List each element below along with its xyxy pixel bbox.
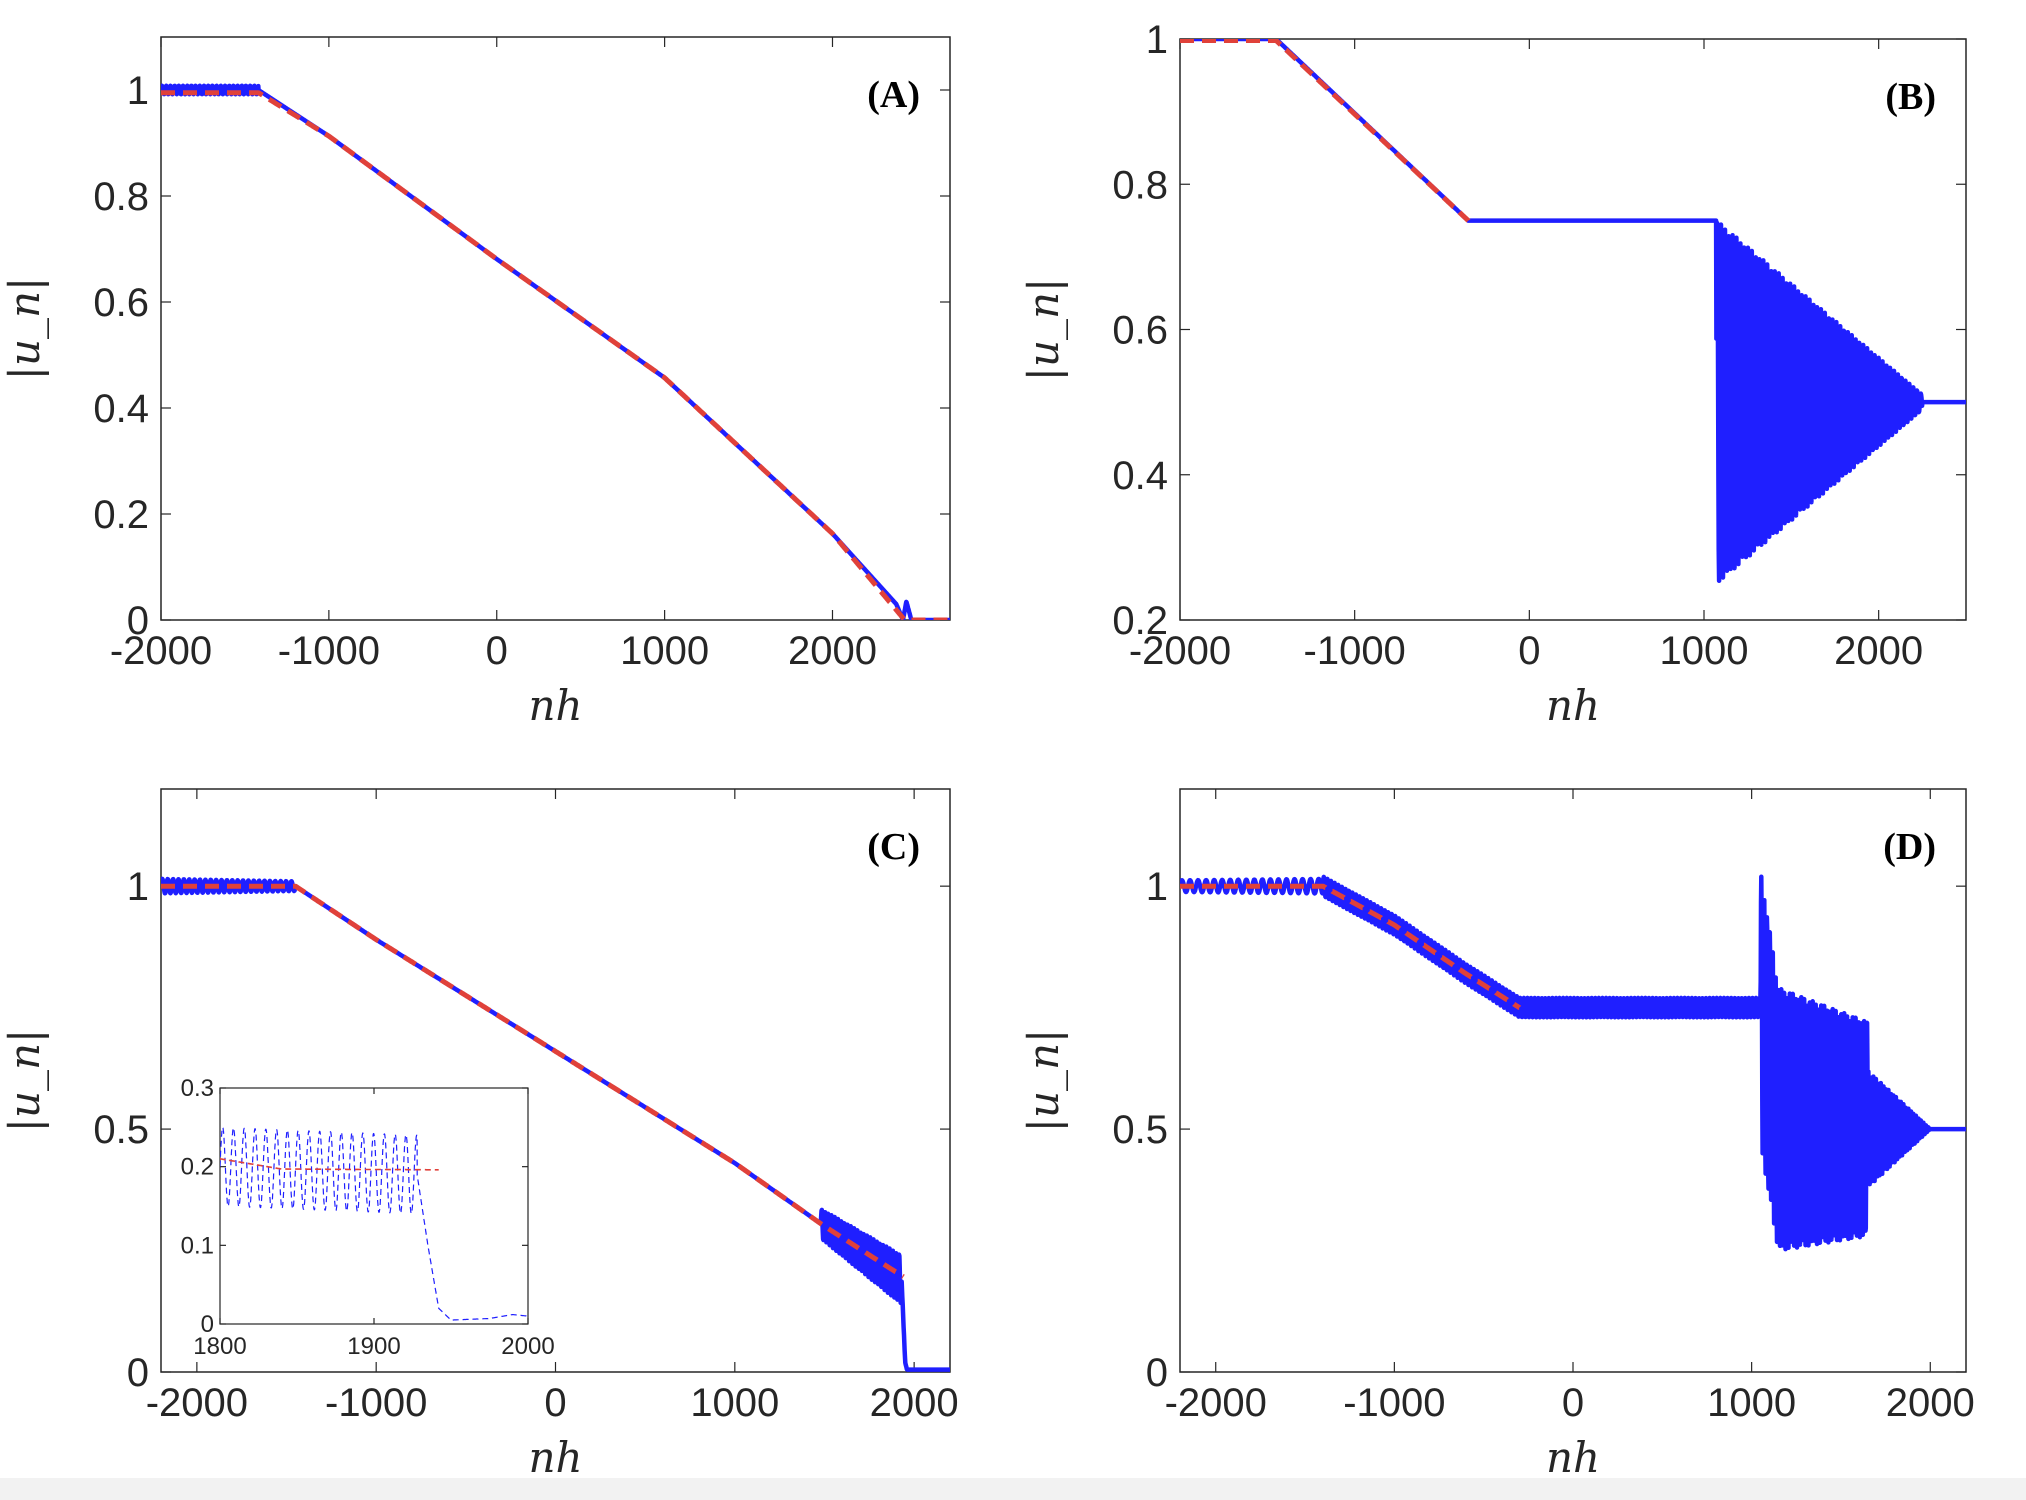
y-axis-label: |u_n| (0, 1029, 49, 1132)
y-tick-label: 0.8 (93, 175, 149, 219)
plot-area (161, 876, 950, 1372)
series-analytical (220, 1158, 440, 1171)
x-tick-label: 2000 (1834, 629, 1923, 673)
axes-box (1179, 38, 1967, 621)
x-tick-label: 2000 (870, 1381, 959, 1425)
x-tick-label: 2000 (1886, 1381, 1975, 1425)
x-tick-label: -1000 (325, 1381, 427, 1425)
y-tick-label: 0.6 (1112, 309, 1168, 353)
x-tick-label: 0 (1562, 1381, 1584, 1425)
x-tick-label: -2000 (1129, 629, 1231, 673)
x-tick-label: 0 (544, 1381, 566, 1425)
x-tick-label: 1000 (1707, 1381, 1796, 1425)
y-tick-label: 0 (201, 1311, 214, 1338)
bottom-strip (0, 1478, 2026, 1500)
x-tick-label: -1000 (1343, 1381, 1445, 1425)
x-axis-label: nh (1546, 681, 1600, 730)
series-analytical (161, 883, 906, 1280)
x-tick-label: 0 (486, 629, 508, 673)
y-tick-label: 0 (127, 599, 149, 643)
x-axis-label: nh (528, 681, 582, 730)
x-tick-label: -2000 (146, 1381, 248, 1425)
y-tick-label: 0.1 (181, 1232, 214, 1259)
plot-area (1180, 39, 1966, 584)
axes-box (219, 1087, 529, 1325)
y-axis-label: |u_n| (1019, 1029, 1068, 1132)
x-tick-label: -1000 (1304, 629, 1406, 673)
series-analytical (1180, 883, 1522, 1010)
plot-area (1180, 874, 1966, 1252)
y-tick-label: 0.2 (181, 1154, 214, 1181)
panel-label: (A) (867, 74, 920, 116)
y-tick-label: 1 (127, 865, 149, 909)
y-tick-label: 0.2 (93, 493, 149, 537)
y-tick-label: 0.5 (1112, 1108, 1168, 1152)
x-tick-label: -2000 (110, 629, 212, 673)
panel-label: (B) (1885, 76, 1936, 118)
plot-area (220, 1126, 528, 1321)
y-tick-label: 0.3 (181, 1075, 214, 1102)
x-tick-label: 1000 (1660, 629, 1749, 673)
x-tick-label: 2000 (501, 1333, 554, 1360)
y-tick-label: 0.6 (93, 281, 149, 325)
x-tick-label: 1000 (620, 629, 709, 673)
panel-label: (D) (1883, 826, 1936, 868)
y-tick-label: 1 (1146, 18, 1168, 62)
y-tick-label: 0 (1146, 1351, 1168, 1395)
y-tick-label: 1 (127, 69, 149, 113)
plot-area (161, 83, 950, 620)
y-tick-label: 0.8 (1112, 163, 1168, 207)
inset-axes: 1800 1900 2000 0 0.1 0.2 0.3 (181, 1075, 555, 1360)
x-tick-label: -2000 (1165, 1381, 1267, 1425)
x-tick-label: 1800 (193, 1333, 246, 1360)
y-tick-label: 0.2 (1112, 599, 1168, 643)
panel-label: (C) (867, 826, 920, 868)
x-tick-label: 1000 (690, 1381, 779, 1425)
x-axis-label: nh (1546, 1433, 1600, 1482)
series-numerical (1180, 874, 1966, 1252)
x-tick-label: 1900 (347, 1333, 400, 1360)
panel-b: -2000 -1000 0 1000 2000 0.2 0.4 0.6 0.8 1 nh |u_n| (… (1019, 18, 1967, 730)
x-tick-label: -1000 (278, 629, 380, 673)
y-tick-label: 1 (1146, 865, 1168, 909)
y-axis-label: |u_n| (1019, 278, 1068, 381)
x-tick-label: 0 (1518, 629, 1540, 673)
series-analytical (1180, 39, 1471, 223)
panel-a: -2000 -1000 0 1000 2000 0 0.2 0.4 0.6 0.8 1 nh |u_n|… (0, 36, 951, 730)
y-tick-label: 0 (127, 1351, 149, 1395)
x-tick-label: 2000 (788, 629, 877, 673)
y-tick-label: 0.4 (93, 387, 149, 431)
x-axis-label: nh (528, 1433, 582, 1482)
y-tick-label: 0.4 (1112, 454, 1168, 498)
y-axis-label: |u_n| (0, 277, 49, 380)
panel-d: -2000 -1000 0 1000 2000 0 0.5 1 nh |u_n| (D) (1019, 788, 1975, 1482)
series-analytical (161, 90, 950, 620)
series-numerical (220, 1126, 528, 1321)
y-tick-label: 0.5 (93, 1108, 149, 1152)
